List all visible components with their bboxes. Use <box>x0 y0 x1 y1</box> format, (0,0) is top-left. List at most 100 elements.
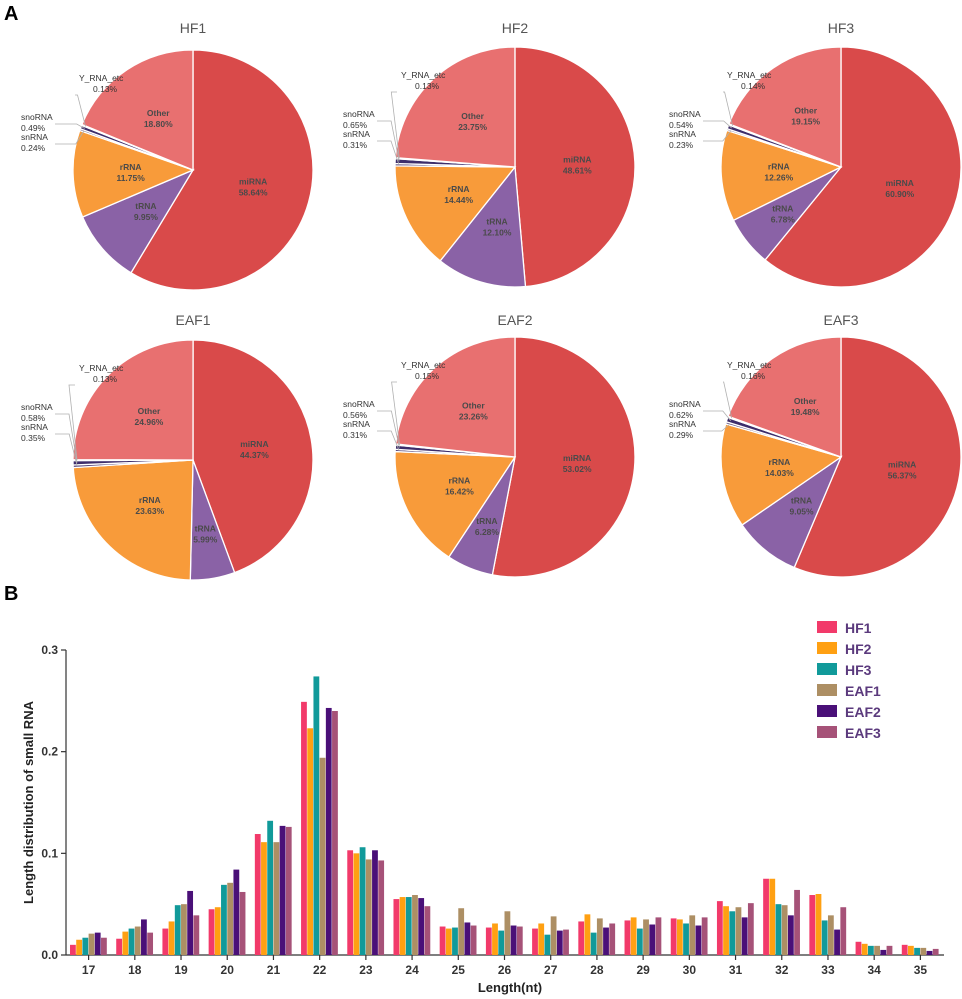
callout-name-label: snoRNA <box>669 399 701 409</box>
slice-name-label: tRNA <box>135 201 156 211</box>
callout-percent-label: 0.15% <box>415 371 440 381</box>
bar-eaf3-23 <box>378 860 385 955</box>
slice-name-label: miRNA <box>239 177 267 187</box>
bar-eaf3-31 <box>747 903 754 955</box>
bar-hf1-22 <box>301 701 307 955</box>
bar-hf3-30 <box>683 923 689 955</box>
x-tick-label: 31 <box>729 963 743 977</box>
callout-name-label: snRNA <box>343 419 370 429</box>
bar-hf3-19 <box>174 905 181 955</box>
x-tick-label: 25 <box>452 963 466 977</box>
bar-eaf1-17 <box>88 933 95 955</box>
x-tick-label: 24 <box>405 963 419 977</box>
leader-line <box>55 433 78 467</box>
bar-hf1-20 <box>208 909 215 955</box>
bar-hf2-22 <box>307 728 314 955</box>
x-tick-label: 23 <box>359 963 373 977</box>
bar-eaf3-24 <box>424 906 431 955</box>
bar-eaf1-28 <box>596 918 603 955</box>
y-axis-title: Length distribution of small RNA <box>21 700 36 904</box>
bar-eaf1-33 <box>827 915 834 955</box>
bar-hf3-20 <box>221 884 227 955</box>
leader-line <box>703 410 732 422</box>
leader-line <box>703 120 732 129</box>
slice-name-label: Other <box>462 401 485 411</box>
pie-slice-other <box>72 339 194 461</box>
slice-percent-label: 23.63% <box>135 506 164 516</box>
bar-hf2-35 <box>907 945 914 955</box>
callout-name-label: snoRNA <box>669 109 701 119</box>
callout-name-label: snRNA <box>21 422 48 432</box>
callout-name-label: Y_RNA_etc <box>401 70 446 80</box>
bar-eaf1-25 <box>458 908 465 955</box>
bar-eaf3-18 <box>147 932 154 955</box>
x-tick-label: 30 <box>683 963 697 977</box>
bar-eaf1-21 <box>273 842 280 955</box>
bar-hf3-21 <box>267 820 274 955</box>
callout-percent-label: 0.23% <box>669 140 694 150</box>
bar-hf1-19 <box>162 928 169 955</box>
slice-name-label: rRNA <box>449 475 471 485</box>
bar-eaf1-31 <box>735 907 742 955</box>
leader-line <box>723 381 733 419</box>
pie-slice-rrna <box>394 450 517 558</box>
bar-eaf2-34 <box>880 949 887 955</box>
leader-line <box>723 91 733 126</box>
x-tick-label: 22 <box>313 963 327 977</box>
pie-slice-other <box>395 336 516 458</box>
pie-slice-other <box>728 46 842 168</box>
pie-slice-mirna <box>793 336 962 578</box>
bar-hf3-35 <box>914 947 920 955</box>
bar-eaf2-28 <box>603 927 609 955</box>
bar-hf1-34 <box>855 941 862 955</box>
bar-hf3-17 <box>82 937 89 955</box>
pie-title: HF2 <box>502 20 529 36</box>
slice-percent-label: 48.61% <box>563 165 592 175</box>
length-distribution-bar-chart: 0.0 0.1 0.2 0.3 17 18 19 20 21 22 23 24 25 26 27 28 29 30… <box>21 620 944 995</box>
bar-eaf3-33 <box>840 907 847 955</box>
bar-eaf2-26 <box>510 925 517 955</box>
bar-eaf1-27 <box>550 916 557 955</box>
slice-name-label: miRNA <box>888 459 916 469</box>
legend: HF1 HF2 HF3 EAF1 EAF2 EAF3 <box>817 620 881 741</box>
slice-percent-label: 23.75% <box>458 122 487 132</box>
legend-swatch-eaf3 <box>817 726 837 738</box>
x-tick-label: 34 <box>868 963 882 977</box>
pie-slice-mirna <box>514 46 636 288</box>
slice-name-label: tRNA <box>476 516 497 526</box>
bar-hf3-31 <box>729 911 736 955</box>
bar-eaf3-32 <box>794 889 800 955</box>
y-tick-label: 0.0 <box>41 948 58 962</box>
bar-eaf3-25 <box>470 925 477 955</box>
bar-hf1-30 <box>670 918 677 955</box>
bar-eaf3-20 <box>239 891 246 955</box>
callout-name-label: snRNA <box>669 129 696 139</box>
legend-swatch-hf3 <box>817 663 837 675</box>
bar-eaf2-25 <box>464 922 471 955</box>
bar-eaf2-17 <box>94 932 101 955</box>
callout-name-label: Y_RNA_etc <box>727 360 772 370</box>
leader-line <box>75 94 86 127</box>
bar-hf2-25 <box>445 928 452 955</box>
callout-name-label: snoRNA <box>343 399 375 409</box>
bar-eaf1-34 <box>874 945 880 955</box>
legend-label-eaf1: EAF1 <box>845 683 881 699</box>
leader-line <box>55 123 85 129</box>
x-tick-label: 29 <box>636 963 650 977</box>
callout-name-label: snoRNA <box>21 402 53 412</box>
legend-label-eaf2: EAF2 <box>845 704 881 720</box>
bar-eaf2-24 <box>418 898 425 955</box>
bar-hf1-26 <box>485 927 492 955</box>
bar-eaf3-30 <box>701 917 708 955</box>
bar-hf3-18 <box>128 928 135 955</box>
bar-hf1-24 <box>393 899 400 955</box>
slice-percent-label: 19.48% <box>791 407 820 417</box>
bar-eaf3-28 <box>609 923 616 955</box>
slice-name-label: rRNA <box>769 457 791 467</box>
bar-eaf1-32 <box>781 905 788 955</box>
callout-name-label: Y_RNA_etc <box>79 363 124 373</box>
